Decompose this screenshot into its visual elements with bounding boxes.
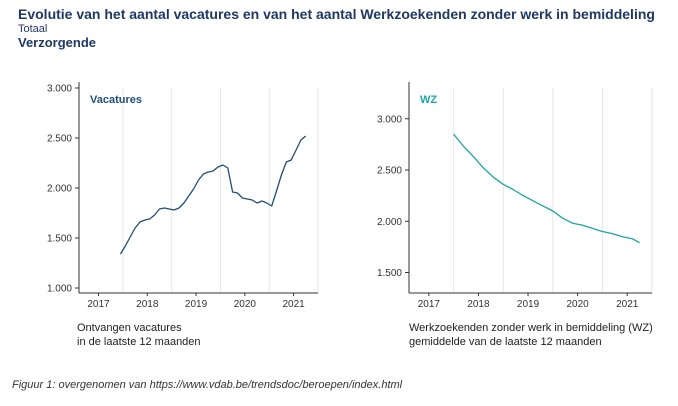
caption-wz: Werkzoekenden zonder werk in bemiddeling…: [409, 321, 653, 349]
caption-wz-line-1: Werkzoekenden zonder werk in bemiddeling…: [409, 322, 653, 334]
wz-x-tick-label-0: 2017: [418, 299, 441, 310]
vacatures-y-tick-label-1: 1.500: [47, 234, 72, 245]
caption-wz-line-2: gemiddelde van de laatste 12 maanden: [409, 336, 602, 348]
wz-x-tick-label-2: 2019: [517, 299, 540, 310]
caption-vacatures-line-1: Ontvangen vacatures: [77, 322, 182, 334]
vacatures-series-label: Vacatures: [90, 94, 142, 106]
vacatures-x-tick-label-1: 2018: [136, 299, 159, 310]
vacatures-y-tick-label-3: 2.500: [47, 134, 72, 145]
vacatures-y-tick-label-2: 2.000: [47, 184, 72, 195]
vacatures-x-tick-label-4: 2021: [282, 299, 305, 310]
wz-y-tick-label-2: 2.500: [377, 166, 402, 177]
page-title: Evolutie van het aantal vacatures en van…: [18, 6, 655, 22]
wz-series-line-0: [453, 133, 640, 244]
wz-y-tick-label-1: 2.000: [377, 217, 402, 228]
vacatures-x-tick-label-3: 2020: [234, 299, 257, 310]
vacatures-y-tick-label-4: 3.000: [47, 84, 72, 95]
vacatures-x-tick-label-0: 2017: [87, 299, 110, 310]
vacatures-series-line-0: [119, 135, 307, 255]
wz-x-tick-label-4: 2021: [616, 299, 639, 310]
page-subtitle: Totaal: [18, 23, 48, 35]
figure-caption: Figuur 1: overgenomen van https://www.vd…: [12, 379, 403, 391]
wz-x-tick-label-1: 2018: [467, 299, 490, 310]
chart-wz: 1.500 2.000 2.500 3.000 2017 2018 2019 2020 2021…: [377, 82, 653, 310]
caption-vacatures-line-2: in de laatste 12 maanden: [77, 336, 201, 348]
vacatures-y-tick-label-0: 1.000: [47, 284, 72, 295]
wz-y-tick-label-3: 3.000: [377, 114, 402, 125]
wz-series-label: WZ: [420, 94, 437, 106]
page-subtitle-occupation: Verzorgende: [18, 35, 97, 50]
caption-vacatures: Ontvangen vacatures in de laatste 12 maa…: [77, 321, 201, 349]
vacatures-x-tick-label-2: 2019: [185, 299, 208, 310]
wz-y-tick-label-0: 1.500: [377, 268, 402, 279]
wz-x-tick-label-3: 2020: [566, 299, 589, 310]
chart-vacatures: 1.000 1.500 2.000 2.500 3.000 2017 2018 2019 202…: [47, 82, 319, 310]
